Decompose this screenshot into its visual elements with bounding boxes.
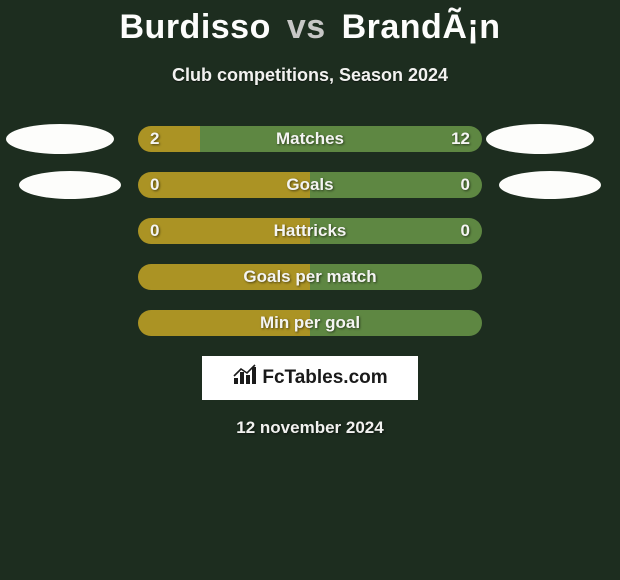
page-title: Burdisso vs BrandÃ¡n <box>0 0 620 47</box>
stat-row: 00Hattricks <box>138 218 482 244</box>
comparison-card: Burdisso vs BrandÃ¡n Club competitions, … <box>0 0 620 580</box>
stat-row: Min per goal <box>138 310 482 336</box>
stat-right-fill <box>310 172 482 198</box>
stat-left-fill <box>138 310 310 336</box>
source-logo: FcTables.com <box>202 356 418 400</box>
stat-left-fill <box>138 218 310 244</box>
subtitle: Club competitions, Season 2024 <box>0 65 620 86</box>
stat-row: 00Goals <box>138 172 482 198</box>
stat-left-fill <box>138 264 310 290</box>
stat-right-fill <box>200 126 482 152</box>
vs-separator: vs <box>287 8 326 46</box>
player2-marker <box>499 171 601 199</box>
stat-value-right: 0 <box>461 172 470 198</box>
player1-marker <box>19 171 121 199</box>
stat-right-fill <box>310 218 482 244</box>
stat-row: 212Matches <box>138 126 482 152</box>
logo-inner: FcTables.com <box>232 364 387 392</box>
stat-left-fill <box>138 126 200 152</box>
stat-value-left: 2 <box>150 126 159 152</box>
stat-row: Goals per match <box>138 264 482 290</box>
stat-right-fill <box>310 310 482 336</box>
stat-value-right: 12 <box>451 126 470 152</box>
stat-left-fill <box>138 172 310 198</box>
date-label: 12 november 2024 <box>0 418 620 438</box>
player1-marker <box>6 124 114 154</box>
stat-value-right: 0 <box>461 218 470 244</box>
stat-right-fill <box>310 264 482 290</box>
stat-bars: 212Matches00Goals00HattricksGoals per ma… <box>0 126 620 336</box>
bar-chart-icon <box>232 364 258 392</box>
player2-name: BrandÃ¡n <box>342 8 501 46</box>
stat-value-left: 0 <box>150 218 159 244</box>
logo-text: FcTables.com <box>262 367 387 389</box>
player2-marker <box>486 124 594 154</box>
stat-value-left: 0 <box>150 172 159 198</box>
player1-name: Burdisso <box>120 8 271 46</box>
